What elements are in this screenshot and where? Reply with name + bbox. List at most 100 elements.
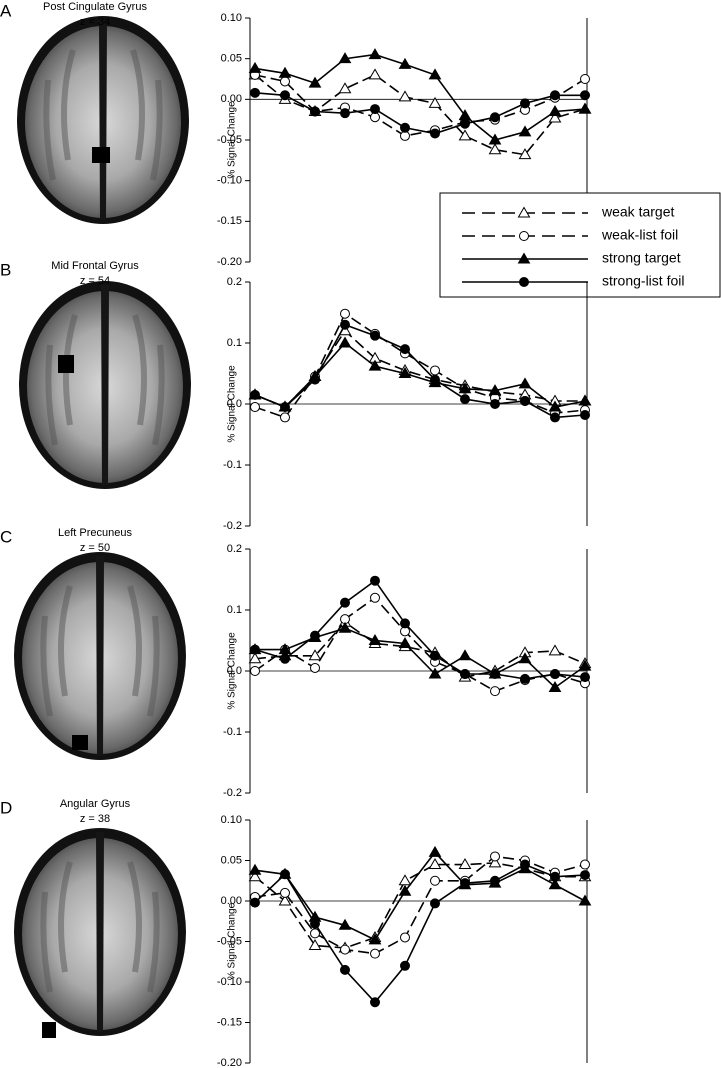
marker [400,122,410,133]
marker [280,869,290,880]
marker [458,129,472,141]
marker [458,649,472,661]
marker [248,870,262,882]
marker [518,125,532,137]
marker [428,68,442,80]
marker [370,330,380,341]
marker [398,367,412,378]
marker [368,68,382,80]
y-tick-label: 0.05 [221,53,242,65]
marker [398,57,412,69]
y-tick-label: 0.2 [227,543,242,555]
marker [340,964,350,975]
legend-label: strong target [602,250,681,266]
marker [428,667,442,679]
activation-region [72,735,88,750]
marker [310,918,320,929]
marker [430,875,440,886]
marker [518,148,532,160]
y-axis-title: % Signal Change [227,902,238,980]
y-tick-label: -0.2 [223,787,242,799]
region-title: Post Cingulate Gyrus [43,1,147,13]
marker [310,630,320,641]
marker [250,389,260,400]
panel-label: A [0,1,12,20]
marker [280,412,290,423]
y-tick-label: 0.0 [227,398,242,410]
y-tick-label: -0.10 [217,976,242,988]
slice-label: z = 34 [80,16,110,28]
slice-label: z = 38 [80,813,110,825]
marker [580,90,590,101]
marker [280,887,290,898]
marker [548,878,562,890]
y-tick-label: -0.20 [217,1057,242,1068]
series-line [254,329,585,409]
marker [460,394,470,405]
marker [520,98,530,109]
panel-label: C [0,527,12,546]
y-tick-label: -0.10 [217,175,242,187]
marker [488,143,502,155]
marker [490,669,500,680]
marker [398,90,412,102]
panel: C Left Precuneus z = 50 -0.2 -0.1 0.0 0.1 0.2 % … [0,527,592,799]
slice-label: z = 54 [80,275,110,287]
marker [248,863,262,875]
marker [460,878,470,889]
marker [370,104,380,115]
marker [248,652,262,664]
marker [580,74,590,84]
brain-slice [14,552,186,760]
marker [310,374,320,385]
marker [340,944,350,955]
marker [370,997,380,1008]
marker [548,105,562,117]
legend-marker [519,277,529,287]
marker [338,918,352,930]
marker [340,108,350,119]
y-tick-label: -0.20 [217,256,242,268]
marker [580,859,590,870]
legend-marker [517,206,531,218]
y-axis-title: % Signal Change [227,101,238,179]
marker [338,52,352,64]
marker [458,858,472,870]
marker [280,76,290,87]
series-line [254,862,585,949]
series-line [254,579,586,680]
marker [310,662,320,673]
y-axis-title: % Signal Change [227,632,238,710]
marker [490,399,500,409]
y-tick-label: -0.15 [217,215,242,227]
series-line [254,74,586,137]
activation-region [58,355,74,373]
marker [490,851,500,862]
slice-label: z = 50 [80,542,110,554]
marker [278,643,292,655]
marker [548,111,562,123]
region-title: Angular Gyrus [60,798,131,810]
marker [280,402,290,413]
y-tick-label: 0.10 [221,12,242,24]
marker [550,669,560,680]
y-tick-label: 0.00 [221,93,242,105]
marker [398,637,412,649]
y-tick-label: 0.10 [221,814,242,826]
series-line [254,621,586,678]
marker [248,61,262,73]
marker [520,673,530,684]
brain-slice [14,828,186,1036]
marker [460,118,470,129]
marker [428,96,442,108]
series-line [254,323,586,419]
marker [338,82,352,94]
panel: D Angular Gyrus z = 38 -0.20 -0.15 -0.10 -0.05… [0,798,592,1068]
y-tick-label: 0.05 [221,854,242,866]
marker [550,871,560,882]
brain-slice [19,281,191,489]
series-line [254,92,585,135]
marker [550,90,560,101]
series-line [254,312,586,419]
marker [548,644,562,656]
